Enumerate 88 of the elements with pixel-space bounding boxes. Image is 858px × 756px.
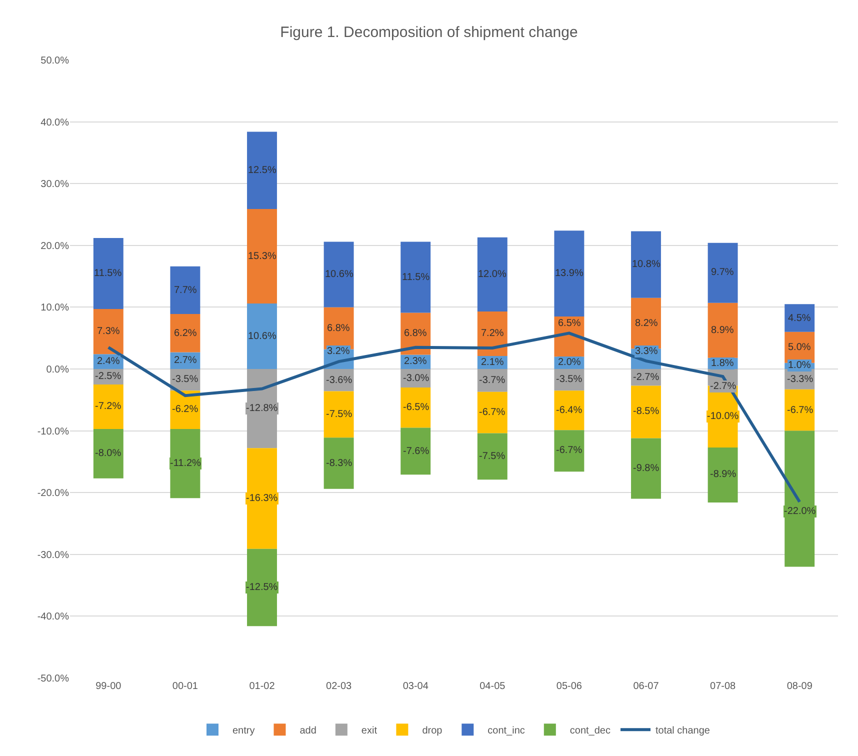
data-label: -7.6% — [403, 446, 430, 457]
y-tick-label: 10.0% — [40, 302, 70, 314]
data-label: 7.2% — [481, 328, 504, 339]
x-tick-label: 00-01 — [172, 681, 198, 692]
data-label: 11.5% — [94, 268, 122, 279]
legend-label: entry — [232, 725, 255, 736]
data-label: 10.8% — [632, 259, 660, 270]
data-label: 8.2% — [635, 318, 658, 329]
data-label: -16.3% — [246, 493, 278, 504]
y-tick-label: -40.0% — [37, 612, 70, 623]
data-label: -3.0% — [403, 373, 430, 384]
data-label: -6.7% — [556, 445, 582, 456]
data-label: -3.3% — [787, 374, 814, 385]
data-label: 12.5% — [248, 165, 276, 176]
data-label: 3.3% — [635, 346, 658, 357]
data-label: 3.2% — [327, 346, 350, 357]
data-label: 9.7% — [711, 267, 734, 278]
data-label: 2.7% — [174, 355, 197, 366]
y-tick-label: -30.0% — [37, 550, 70, 561]
y-tick-label: 50.0% — [40, 56, 70, 66]
data-label: 10.6% — [248, 331, 276, 342]
data-label: -2.7% — [710, 381, 736, 392]
data-label: -11.2% — [170, 458, 202, 469]
data-label: -7.5% — [479, 451, 506, 462]
data-label: 5.0% — [788, 342, 811, 353]
data-label: 11.5% — [402, 272, 430, 283]
data-label: -12.8% — [246, 403, 278, 414]
legend-label: exit — [361, 725, 378, 736]
data-label: -3.6% — [326, 375, 352, 386]
data-label: 2.1% — [481, 357, 504, 368]
data-label: -6.4% — [556, 405, 582, 416]
data-label: -22.0% — [784, 506, 816, 517]
data-label: -7.5% — [326, 409, 352, 420]
data-label: 12.0% — [478, 269, 506, 280]
y-tick-label: 40.0% — [40, 117, 70, 128]
data-label: 6.2% — [174, 328, 197, 339]
data-label: 4.5% — [788, 313, 811, 324]
data-label: 13.9% — [555, 268, 584, 279]
x-tick-label: 06-07 — [633, 681, 660, 692]
data-label: 8.9% — [711, 325, 734, 336]
x-tick-label: 08-09 — [786, 681, 813, 692]
data-label: 2.3% — [404, 356, 427, 367]
legend-label: cont_dec — [570, 725, 610, 736]
data-label: -6.5% — [403, 402, 430, 413]
legend-label: total change — [656, 725, 710, 736]
chart-title: Figure 1. Decomposition of shipment change — [280, 24, 578, 41]
data-label: -3.5% — [556, 374, 582, 385]
data-label: -12.5% — [246, 582, 278, 593]
y-tick-label: 20.0% — [40, 240, 70, 252]
data-label: 6.8% — [327, 323, 350, 334]
data-label: 7.3% — [97, 326, 120, 337]
data-label: -3.5% — [172, 374, 198, 385]
data-label: -7.2% — [95, 401, 122, 412]
legend-label: drop — [422, 725, 443, 736]
data-label: -2.5% — [95, 371, 122, 382]
legend-label: add — [300, 725, 316, 736]
data-label: -2.7% — [633, 372, 660, 383]
data-label: 2.4% — [97, 356, 120, 367]
data-label: 2.0% — [558, 357, 581, 368]
data-label: 6.8% — [404, 328, 427, 339]
data-label: 10.6% — [325, 269, 354, 280]
data-label: -8.0% — [95, 448, 122, 459]
legend-label: cont_inc — [488, 725, 525, 736]
x-tick-label: 02-03 — [326, 681, 352, 692]
data-label: -6.7% — [479, 407, 506, 418]
data-label: -8.5% — [633, 406, 660, 417]
x-tick-label: 01-02 — [249, 681, 276, 692]
y-tick-label: 0.0% — [46, 364, 70, 376]
y-tick-label: -10.0% — [37, 426, 70, 438]
x-tick-label: 07-08 — [710, 681, 736, 692]
x-tick-label: 03-04 — [402, 681, 429, 692]
data-label: -8.3% — [326, 458, 352, 469]
x-tick-label: 99-00 — [96, 681, 122, 692]
data-label: -8.9% — [710, 469, 736, 480]
x-tick-label: 05-06 — [556, 681, 582, 692]
y-tick-label: -20.0% — [37, 488, 70, 500]
data-label: 7.7% — [174, 285, 197, 296]
data-label: -6.2% — [172, 404, 198, 415]
y-tick-label: -50.0% — [37, 674, 70, 684]
data-label: 1.8% — [711, 358, 734, 369]
data-label: -9.8% — [633, 463, 660, 474]
y-tick-label: 30.0% — [40, 179, 70, 190]
data-label: -6.7% — [787, 405, 814, 416]
x-tick-label: 04-05 — [480, 681, 506, 692]
data-label: 15.3% — [248, 251, 276, 262]
data-label: -3.7% — [479, 375, 506, 386]
data-label: -10.0% — [707, 411, 739, 422]
data-label: 6.5% — [558, 318, 581, 329]
